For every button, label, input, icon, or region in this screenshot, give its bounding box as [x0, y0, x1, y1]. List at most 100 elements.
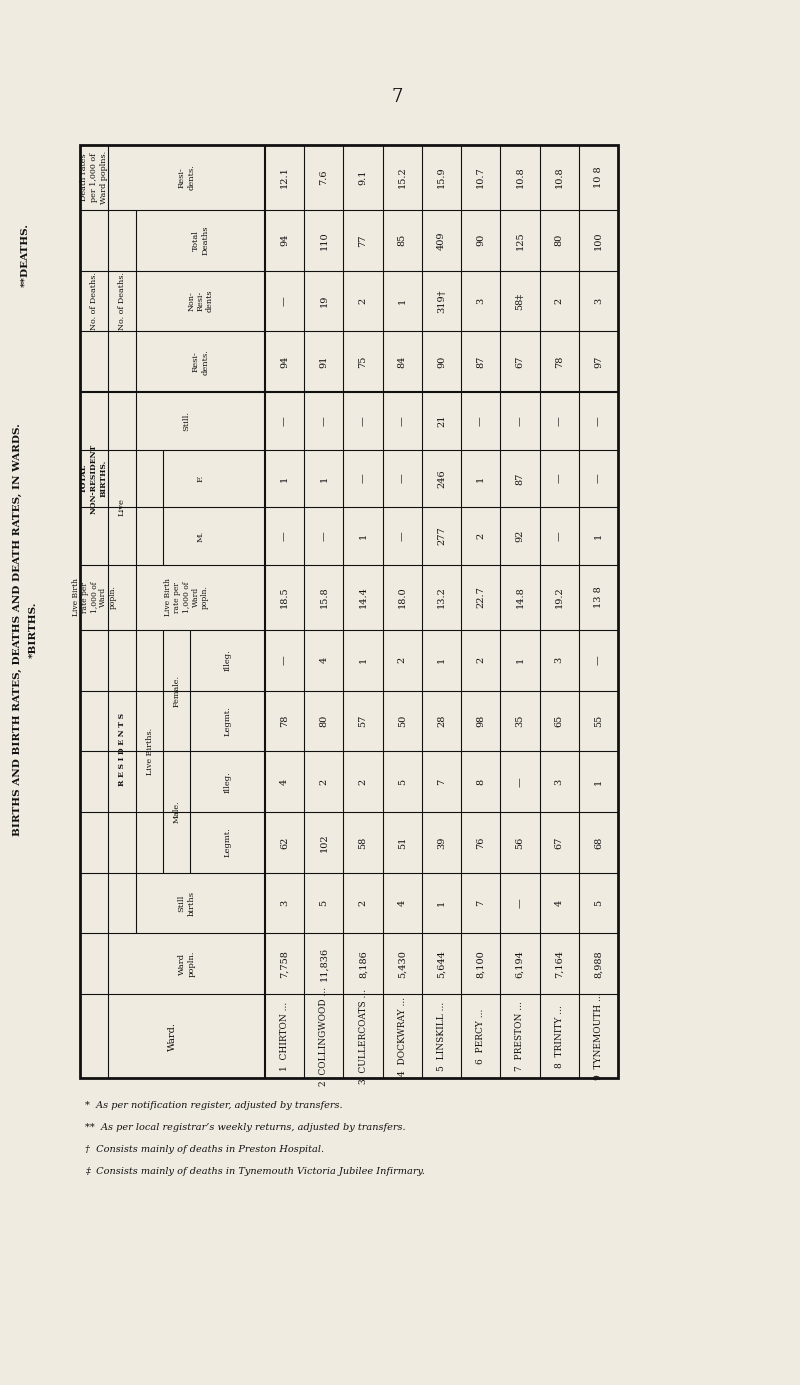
Text: 39: 39: [437, 837, 446, 849]
Text: 5: 5: [398, 778, 406, 785]
Text: 11,836: 11,836: [319, 947, 328, 981]
Text: —: —: [280, 655, 289, 665]
Text: 58: 58: [358, 837, 367, 849]
Text: 87: 87: [476, 356, 486, 368]
Text: Death rates
per 1,000 of
Ward poplns.: Death rates per 1,000 of Ward poplns.: [80, 151, 108, 204]
Text: 55: 55: [594, 715, 603, 727]
Text: Still.: Still.: [182, 411, 190, 431]
Text: No. of Deaths.: No. of Deaths.: [90, 271, 98, 330]
Text: 94: 94: [280, 356, 289, 368]
Text: F.: F.: [197, 475, 205, 482]
Text: 62: 62: [280, 837, 289, 849]
Text: 91: 91: [319, 356, 328, 368]
Text: —: —: [594, 655, 603, 665]
Text: —: —: [319, 416, 328, 425]
Text: Total
Deaths: Total Deaths: [192, 226, 210, 255]
Text: 7.6: 7.6: [319, 170, 328, 186]
Text: —: —: [398, 532, 406, 542]
Text: 14.4: 14.4: [358, 586, 367, 608]
Text: 67: 67: [554, 837, 564, 849]
Text: Resi-
dents.: Resi- dents.: [178, 165, 195, 190]
Text: 97: 97: [594, 356, 603, 368]
Text: 90: 90: [476, 234, 486, 247]
Text: 1: 1: [515, 656, 525, 663]
Text: **  As per local registrar’s weekly returns, adjusted by transfers.: ** As per local registrar’s weekly retur…: [85, 1123, 406, 1133]
Text: 19.2: 19.2: [554, 586, 564, 608]
Text: 22.7: 22.7: [476, 586, 486, 608]
Text: 10.8: 10.8: [554, 166, 564, 188]
Text: 8: 8: [476, 778, 486, 785]
Bar: [80, 145, 618, 1078]
Text: 4: 4: [398, 900, 406, 906]
Text: 1: 1: [358, 656, 367, 663]
Text: 58‡: 58‡: [515, 292, 525, 310]
Text: Resi-
dents.: Resi- dents.: [192, 349, 210, 375]
Text: 5: 5: [594, 900, 603, 906]
Text: 4: 4: [280, 778, 289, 785]
Text: 7  PRESTON ...: 7 PRESTON ...: [515, 1001, 525, 1071]
Text: Legmt.: Legmt.: [223, 706, 231, 735]
Text: 409: 409: [437, 231, 446, 249]
Text: 80: 80: [319, 715, 328, 727]
Text: R E S I D E N T S: R E S I D E N T S: [118, 713, 126, 785]
Text: 6  PERCY ...: 6 PERCY ...: [476, 1008, 486, 1064]
Text: Ward.: Ward.: [168, 1022, 177, 1051]
Text: Ward
popln.: Ward popln.: [178, 950, 195, 976]
Text: —: —: [594, 416, 603, 425]
Text: 100: 100: [594, 231, 603, 249]
Text: 2: 2: [554, 298, 564, 305]
Text: 76: 76: [476, 837, 486, 849]
Text: —: —: [515, 899, 525, 909]
Text: —: —: [398, 474, 406, 483]
Text: 8,988: 8,988: [594, 950, 603, 978]
Text: 7: 7: [391, 89, 402, 107]
Text: 246: 246: [437, 470, 446, 488]
Text: 1: 1: [476, 475, 486, 482]
Text: —: —: [554, 416, 564, 425]
Text: 2: 2: [398, 656, 406, 663]
Text: —: —: [358, 474, 367, 483]
Text: Illeg.: Illeg.: [223, 771, 231, 792]
Text: 15.2: 15.2: [398, 166, 406, 188]
Text: 9  TYNEMOUTH ...: 9 TYNEMOUTH ...: [594, 992, 603, 1080]
Text: 3: 3: [280, 900, 289, 906]
Text: 68: 68: [594, 837, 603, 849]
Text: 125: 125: [515, 231, 525, 249]
Text: 15.9: 15.9: [437, 166, 446, 188]
Text: 3: 3: [476, 298, 486, 305]
Text: 4: 4: [319, 656, 328, 663]
Text: Illeg.: Illeg.: [223, 650, 231, 672]
Text: 277: 277: [437, 526, 446, 546]
Text: 3: 3: [554, 656, 564, 663]
Text: 2: 2: [358, 298, 367, 305]
Text: 5,644: 5,644: [437, 950, 446, 978]
Text: 319†: 319†: [437, 289, 446, 313]
Text: Live Birth
rate per
1,000 of
Ward
popln.: Live Birth rate per 1,000 of Ward popln.: [72, 579, 117, 616]
Text: 7,164: 7,164: [554, 950, 564, 978]
Text: —: —: [319, 532, 328, 542]
Text: Non-
Resi-
dents: Non- Resi- dents: [187, 289, 214, 312]
Text: **DEATHS.: **DEATHS.: [21, 223, 30, 287]
Text: Live Births.: Live Births.: [146, 727, 154, 774]
Text: 5,430: 5,430: [398, 950, 406, 978]
Text: 75: 75: [358, 356, 367, 368]
Text: TOTAL
NON-RESIDENT
BIRTHS.: TOTAL NON-RESIDENT BIRTHS.: [80, 443, 108, 514]
Text: 10.8: 10.8: [515, 166, 525, 188]
Text: 7: 7: [476, 900, 486, 906]
Text: —: —: [476, 416, 486, 425]
Text: Live: Live: [118, 499, 126, 517]
Text: 15.8: 15.8: [319, 587, 328, 608]
Text: 80: 80: [554, 234, 564, 247]
Text: 13 8: 13 8: [594, 586, 603, 608]
Text: 5: 5: [319, 900, 328, 906]
Text: 2  COLLINGWOOD ...: 2 COLLINGWOOD ...: [319, 986, 328, 1086]
Text: 84: 84: [398, 356, 406, 368]
Text: 98: 98: [476, 715, 486, 727]
Text: 57: 57: [358, 715, 367, 727]
Text: M.: M.: [197, 530, 205, 542]
Text: —: —: [554, 474, 564, 483]
Text: 12.1: 12.1: [280, 166, 289, 188]
Text: 1  CHIRTON ...: 1 CHIRTON ...: [280, 1001, 289, 1071]
Text: †  Consists mainly of deaths in Preston Hospital.: † Consists mainly of deaths in Preston H…: [85, 1145, 324, 1155]
Text: 3: 3: [554, 778, 564, 785]
